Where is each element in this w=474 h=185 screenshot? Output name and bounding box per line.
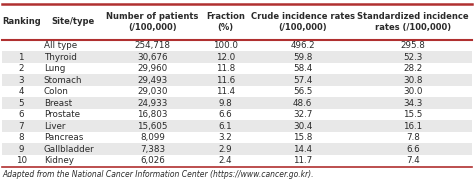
Bar bbox=[2, 155, 472, 166]
Text: Ranking: Ranking bbox=[2, 17, 40, 26]
Text: 9.8: 9.8 bbox=[219, 99, 232, 108]
Text: 32.7: 32.7 bbox=[293, 110, 312, 119]
Bar bbox=[2, 86, 472, 97]
Text: Adapted from the National Cancer Information Center (https://www.cancer.go.kr).: Adapted from the National Cancer Informa… bbox=[2, 170, 314, 179]
Text: Breast: Breast bbox=[44, 99, 72, 108]
Text: Site/type: Site/type bbox=[51, 17, 94, 26]
Bar bbox=[2, 63, 472, 74]
Text: 5: 5 bbox=[18, 99, 24, 108]
Text: 11.7: 11.7 bbox=[293, 156, 312, 165]
Bar bbox=[2, 109, 472, 120]
Text: 29,030: 29,030 bbox=[137, 87, 168, 96]
Bar bbox=[2, 143, 472, 155]
Text: 2: 2 bbox=[18, 64, 24, 73]
Text: 56.5: 56.5 bbox=[293, 87, 312, 96]
Bar bbox=[2, 4, 472, 40]
Text: Lung: Lung bbox=[44, 64, 65, 73]
Text: 11.8: 11.8 bbox=[216, 64, 235, 73]
Bar bbox=[2, 51, 472, 63]
Bar bbox=[2, 74, 472, 86]
Text: 496.2: 496.2 bbox=[291, 41, 315, 50]
Text: 6,026: 6,026 bbox=[140, 156, 165, 165]
Text: 52.3: 52.3 bbox=[403, 53, 423, 62]
Text: 6.6: 6.6 bbox=[406, 145, 420, 154]
Text: 6.6: 6.6 bbox=[219, 110, 232, 119]
Text: 30.8: 30.8 bbox=[403, 76, 423, 85]
Text: 15.5: 15.5 bbox=[403, 110, 423, 119]
Text: 7,383: 7,383 bbox=[140, 145, 165, 154]
Text: Colon: Colon bbox=[44, 87, 69, 96]
Text: 30.0: 30.0 bbox=[403, 87, 423, 96]
Text: 295.8: 295.8 bbox=[401, 41, 425, 50]
Text: 2.4: 2.4 bbox=[219, 156, 232, 165]
Text: 29,493: 29,493 bbox=[137, 76, 168, 85]
Text: 10: 10 bbox=[16, 156, 27, 165]
Text: 30,676: 30,676 bbox=[137, 53, 168, 62]
Text: 254,718: 254,718 bbox=[135, 41, 171, 50]
Text: Gallbladder: Gallbladder bbox=[44, 145, 94, 154]
Text: Stomach: Stomach bbox=[44, 76, 82, 85]
Bar bbox=[2, 120, 472, 132]
Text: 16,803: 16,803 bbox=[137, 110, 168, 119]
Text: Fraction
(%): Fraction (%) bbox=[206, 12, 245, 32]
Text: 1: 1 bbox=[18, 53, 24, 62]
Text: 48.6: 48.6 bbox=[293, 99, 312, 108]
Text: 6.1: 6.1 bbox=[219, 122, 232, 131]
Bar bbox=[2, 97, 472, 109]
Text: Standardized incidence
rates (/100,000): Standardized incidence rates (/100,000) bbox=[357, 12, 469, 32]
Text: 3.2: 3.2 bbox=[219, 133, 232, 142]
Text: 30.4: 30.4 bbox=[293, 122, 312, 131]
Text: 6: 6 bbox=[18, 110, 24, 119]
Text: 15.8: 15.8 bbox=[293, 133, 312, 142]
Text: 7.8: 7.8 bbox=[406, 133, 420, 142]
Text: 14.4: 14.4 bbox=[293, 145, 312, 154]
Text: 57.4: 57.4 bbox=[293, 76, 312, 85]
Text: 15,605: 15,605 bbox=[137, 122, 168, 131]
Text: 34.3: 34.3 bbox=[403, 99, 423, 108]
Text: 4: 4 bbox=[18, 87, 24, 96]
Bar bbox=[2, 132, 472, 143]
Text: 24,933: 24,933 bbox=[137, 99, 168, 108]
Text: Prostate: Prostate bbox=[44, 110, 80, 119]
Text: Number of patients
(/100,000): Number of patients (/100,000) bbox=[106, 12, 199, 32]
Text: All type: All type bbox=[44, 41, 77, 50]
Text: 100.0: 100.0 bbox=[213, 41, 238, 50]
Text: 16.1: 16.1 bbox=[403, 122, 422, 131]
Text: Kidney: Kidney bbox=[44, 156, 73, 165]
Text: 58.4: 58.4 bbox=[293, 64, 312, 73]
Text: 7: 7 bbox=[18, 122, 24, 131]
Text: 2.9: 2.9 bbox=[219, 145, 232, 154]
Text: 7.4: 7.4 bbox=[406, 156, 420, 165]
Bar bbox=[2, 40, 472, 51]
Text: 28.2: 28.2 bbox=[403, 64, 423, 73]
Text: Pancreas: Pancreas bbox=[44, 133, 83, 142]
Text: 12.0: 12.0 bbox=[216, 53, 235, 62]
Text: Crude incidence rates
(/100,000): Crude incidence rates (/100,000) bbox=[251, 12, 355, 32]
Text: 11.6: 11.6 bbox=[216, 76, 235, 85]
Text: 11.4: 11.4 bbox=[216, 87, 235, 96]
Text: Liver: Liver bbox=[44, 122, 65, 131]
Text: Thyroid: Thyroid bbox=[44, 53, 77, 62]
Text: 8: 8 bbox=[18, 133, 24, 142]
Text: 9: 9 bbox=[18, 145, 24, 154]
Text: 8,099: 8,099 bbox=[140, 133, 165, 142]
Text: 59.8: 59.8 bbox=[293, 53, 312, 62]
Text: 29,960: 29,960 bbox=[137, 64, 168, 73]
Text: 3: 3 bbox=[18, 76, 24, 85]
